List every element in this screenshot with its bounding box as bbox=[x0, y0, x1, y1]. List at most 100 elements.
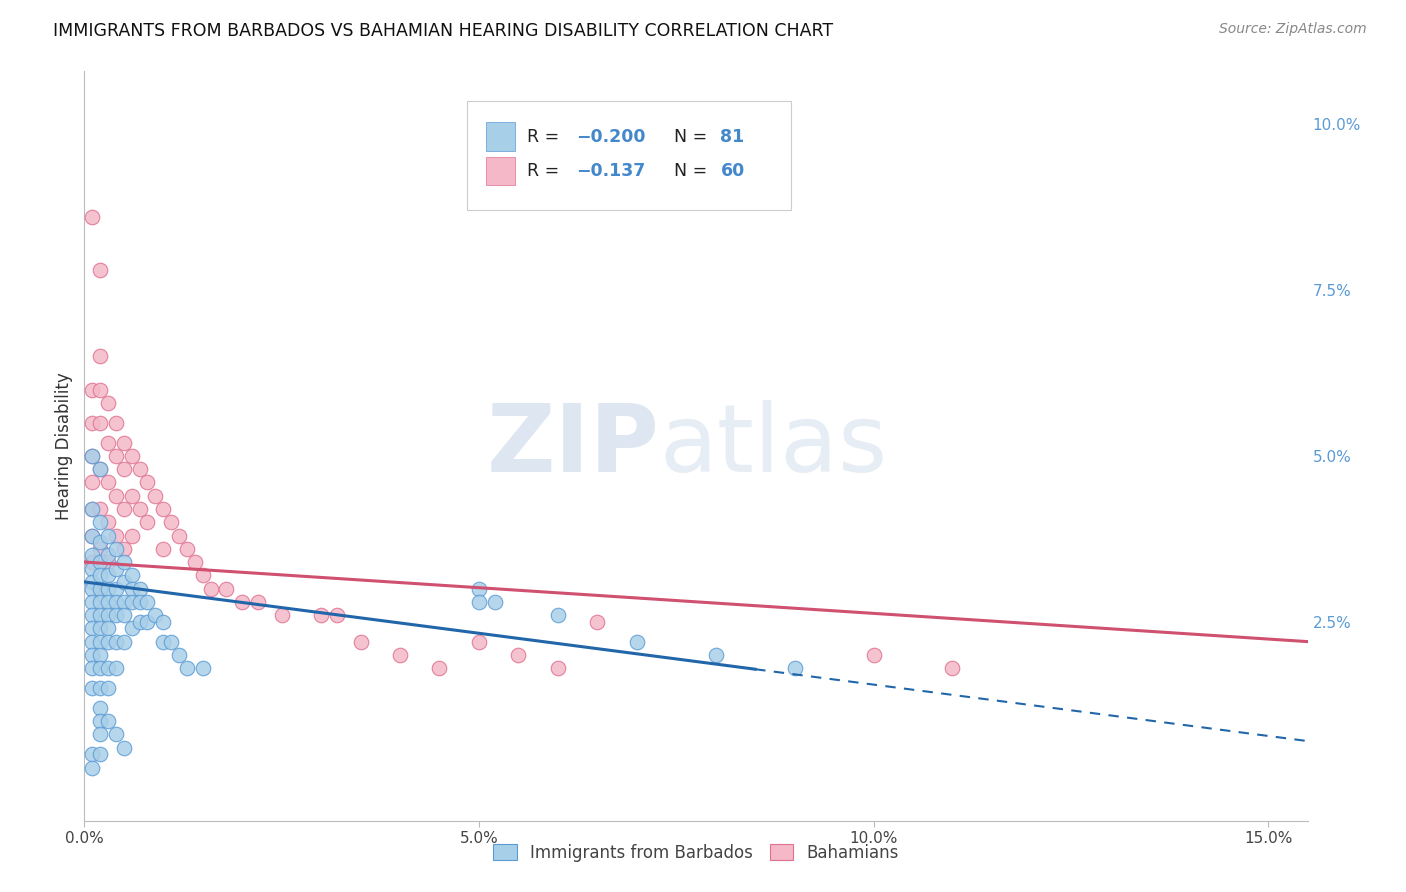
Point bbox=[152, 502, 174, 516]
Point bbox=[89, 535, 111, 549]
FancyBboxPatch shape bbox=[467, 102, 792, 210]
Point bbox=[349, 634, 371, 648]
Point bbox=[246, 595, 269, 609]
Point bbox=[152, 634, 174, 648]
Point bbox=[97, 621, 120, 635]
Point bbox=[121, 595, 143, 609]
Point bbox=[104, 416, 127, 430]
Point bbox=[121, 568, 143, 582]
Point bbox=[200, 582, 222, 596]
Point bbox=[97, 515, 120, 529]
Point bbox=[468, 634, 491, 648]
Point bbox=[167, 648, 190, 662]
Point bbox=[128, 615, 150, 629]
Point bbox=[136, 595, 159, 609]
Point bbox=[89, 416, 111, 430]
Point bbox=[89, 541, 111, 556]
Point bbox=[121, 582, 143, 596]
Point bbox=[121, 449, 143, 463]
Point bbox=[97, 528, 120, 542]
Point bbox=[97, 608, 120, 623]
Point bbox=[429, 661, 451, 675]
Point bbox=[136, 515, 159, 529]
Point bbox=[215, 582, 238, 596]
Point bbox=[389, 648, 412, 662]
Point bbox=[82, 761, 104, 775]
Point bbox=[128, 462, 150, 476]
Legend: Immigrants from Barbados, Bahamians: Immigrants from Barbados, Bahamians bbox=[486, 838, 905, 869]
Point bbox=[82, 211, 104, 225]
Point bbox=[82, 555, 104, 569]
Point bbox=[104, 595, 127, 609]
Point bbox=[97, 435, 120, 450]
Point bbox=[89, 681, 111, 695]
Point bbox=[89, 714, 111, 728]
Text: ZIP: ZIP bbox=[486, 400, 659, 492]
Point bbox=[112, 595, 135, 609]
Point bbox=[128, 582, 150, 596]
Point bbox=[82, 502, 104, 516]
Point bbox=[941, 661, 963, 675]
Point bbox=[89, 462, 111, 476]
Point bbox=[89, 701, 111, 715]
Point bbox=[82, 449, 104, 463]
Point bbox=[89, 350, 111, 364]
Point bbox=[136, 615, 159, 629]
Point bbox=[89, 747, 111, 762]
FancyBboxPatch shape bbox=[485, 122, 515, 151]
Point bbox=[152, 541, 174, 556]
Point bbox=[82, 621, 104, 635]
Y-axis label: Hearing Disability: Hearing Disability bbox=[55, 372, 73, 520]
Point bbox=[112, 634, 135, 648]
Point bbox=[82, 562, 104, 576]
Point bbox=[82, 582, 104, 596]
Point bbox=[704, 648, 727, 662]
Point bbox=[167, 528, 190, 542]
Point bbox=[89, 582, 111, 596]
Point bbox=[97, 568, 120, 582]
Point bbox=[104, 562, 127, 576]
Point bbox=[112, 608, 135, 623]
Point bbox=[89, 502, 111, 516]
Point bbox=[82, 502, 104, 516]
Text: Source: ZipAtlas.com: Source: ZipAtlas.com bbox=[1219, 22, 1367, 37]
Point bbox=[104, 449, 127, 463]
Text: 60: 60 bbox=[720, 162, 745, 180]
Point bbox=[89, 555, 111, 569]
Point bbox=[89, 648, 111, 662]
Point bbox=[112, 502, 135, 516]
Point bbox=[89, 462, 111, 476]
Point bbox=[145, 608, 167, 623]
Text: IMMIGRANTS FROM BARBADOS VS BAHAMIAN HEARING DISABILITY CORRELATION CHART: IMMIGRANTS FROM BARBADOS VS BAHAMIAN HEA… bbox=[53, 22, 834, 40]
Point bbox=[112, 574, 135, 589]
Point bbox=[89, 263, 111, 277]
Point bbox=[468, 595, 491, 609]
Point bbox=[82, 416, 104, 430]
Point bbox=[82, 608, 104, 623]
Point bbox=[508, 648, 530, 662]
Point bbox=[160, 634, 183, 648]
Point bbox=[121, 528, 143, 542]
Point bbox=[82, 648, 104, 662]
Text: N =: N = bbox=[673, 128, 713, 145]
Point bbox=[97, 475, 120, 490]
Text: −0.200: −0.200 bbox=[576, 128, 645, 145]
FancyBboxPatch shape bbox=[485, 157, 515, 186]
Point bbox=[160, 515, 183, 529]
Point bbox=[309, 608, 332, 623]
Point bbox=[176, 661, 198, 675]
Point bbox=[82, 383, 104, 397]
Point bbox=[82, 449, 104, 463]
Text: R =: R = bbox=[527, 162, 571, 180]
Point bbox=[97, 555, 120, 569]
Point bbox=[82, 549, 104, 563]
Point bbox=[82, 634, 104, 648]
Point bbox=[484, 595, 506, 609]
Point bbox=[97, 396, 120, 410]
Point bbox=[97, 595, 120, 609]
Point bbox=[82, 528, 104, 542]
Text: atlas: atlas bbox=[659, 400, 887, 492]
Point bbox=[191, 661, 214, 675]
Point bbox=[128, 595, 150, 609]
Point bbox=[136, 475, 159, 490]
